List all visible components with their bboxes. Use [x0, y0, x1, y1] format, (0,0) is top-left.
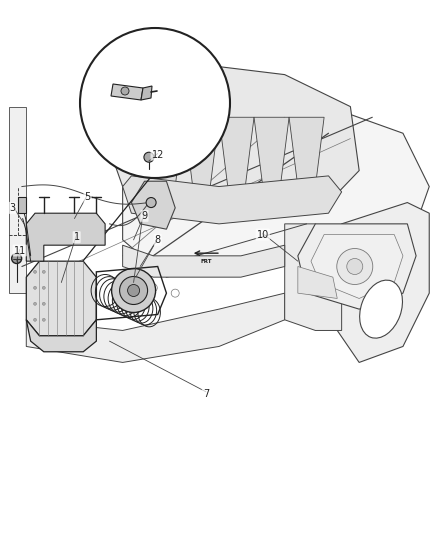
- Circle shape: [112, 269, 155, 312]
- Polygon shape: [219, 117, 254, 187]
- Polygon shape: [141, 86, 152, 100]
- Text: 8: 8: [155, 235, 161, 245]
- Circle shape: [42, 286, 45, 289]
- Text: 7: 7: [203, 390, 209, 399]
- Polygon shape: [9, 107, 26, 293]
- Circle shape: [42, 318, 45, 321]
- Polygon shape: [123, 96, 429, 277]
- Polygon shape: [110, 64, 359, 213]
- FancyArrowPatch shape: [195, 251, 218, 255]
- Polygon shape: [184, 117, 219, 187]
- Polygon shape: [26, 213, 105, 261]
- Polygon shape: [26, 320, 96, 352]
- Circle shape: [80, 28, 230, 178]
- Polygon shape: [298, 266, 337, 298]
- Circle shape: [42, 270, 45, 273]
- Polygon shape: [131, 181, 175, 229]
- Polygon shape: [111, 84, 143, 100]
- Polygon shape: [123, 176, 342, 224]
- Circle shape: [146, 198, 156, 207]
- Circle shape: [12, 254, 21, 263]
- Ellipse shape: [360, 280, 403, 338]
- Circle shape: [120, 277, 148, 304]
- Circle shape: [34, 270, 36, 273]
- Circle shape: [34, 318, 36, 321]
- Polygon shape: [26, 261, 96, 336]
- Circle shape: [121, 87, 129, 95]
- Polygon shape: [123, 245, 285, 277]
- Circle shape: [127, 285, 140, 296]
- Polygon shape: [298, 224, 416, 309]
- Circle shape: [171, 289, 179, 297]
- Circle shape: [337, 248, 373, 285]
- Circle shape: [149, 284, 157, 292]
- Circle shape: [42, 302, 45, 305]
- Text: 1: 1: [74, 232, 80, 242]
- Polygon shape: [149, 117, 184, 187]
- Text: 12: 12: [152, 150, 164, 159]
- Polygon shape: [26, 293, 285, 362]
- Text: 10: 10: [257, 230, 269, 239]
- Text: 11: 11: [14, 246, 26, 255]
- Polygon shape: [18, 197, 26, 213]
- Text: 5: 5: [85, 192, 91, 202]
- Text: 3: 3: [9, 203, 15, 213]
- Circle shape: [34, 286, 36, 289]
- Polygon shape: [328, 203, 429, 362]
- Polygon shape: [285, 224, 342, 330]
- Circle shape: [144, 152, 154, 162]
- Circle shape: [347, 259, 363, 274]
- Circle shape: [34, 302, 36, 305]
- Polygon shape: [311, 235, 403, 298]
- Polygon shape: [289, 117, 324, 187]
- Text: FRT: FRT: [200, 259, 212, 264]
- Text: 9: 9: [141, 211, 148, 221]
- Polygon shape: [254, 117, 289, 187]
